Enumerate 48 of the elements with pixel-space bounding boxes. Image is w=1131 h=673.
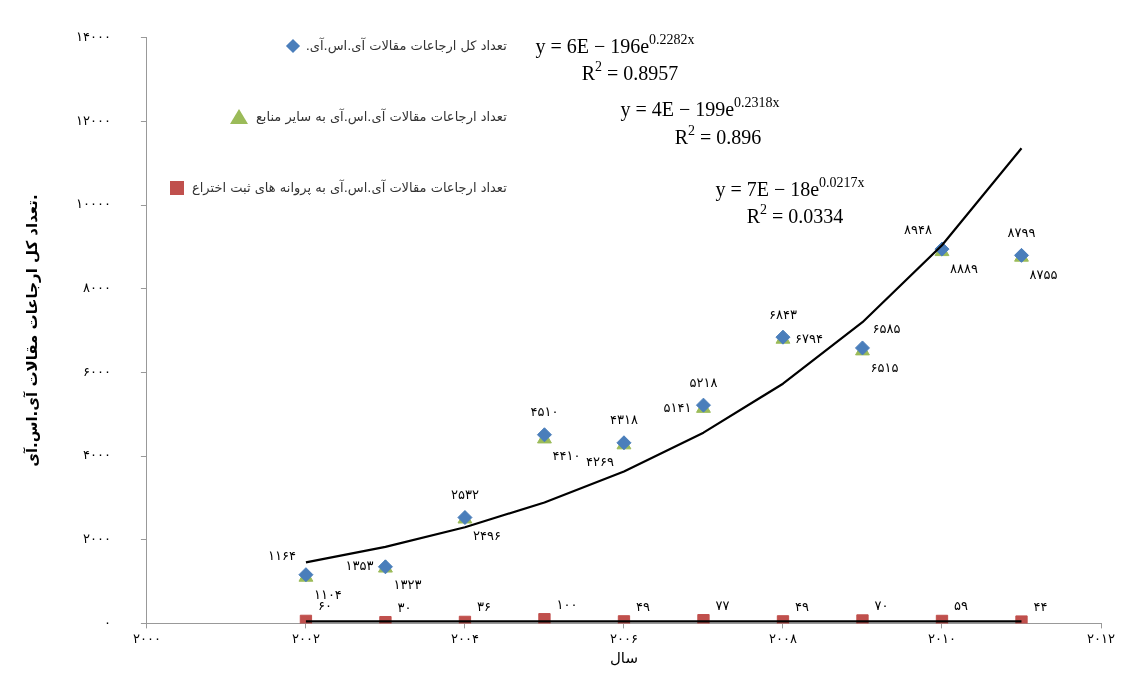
data-label: ۶۸۴۳ xyxy=(769,306,797,322)
data-label: ۴۲۶۹ xyxy=(586,454,614,470)
data-label: ۸۹۴۸ xyxy=(904,222,932,238)
data-label: ۸۸۸۹ xyxy=(949,260,978,276)
data-label: ۲۵۳۲ xyxy=(450,486,479,502)
data-label: ۵۹ xyxy=(953,598,968,614)
data-label: ۶۵۸۵ xyxy=(872,321,901,337)
y-tick-label: ۱۰۰۰۰ xyxy=(75,196,111,212)
data-label: ۳۰ xyxy=(397,599,412,615)
data-label: ۶۷۹۴ xyxy=(794,330,823,346)
x-tick-label: ۲۰۰۲ xyxy=(291,630,320,646)
y-tick-label: ۶۰۰۰ xyxy=(82,363,111,379)
data-label: ۴۳۱۸ xyxy=(609,412,638,428)
x-tick-label: ۲۰۱۲ xyxy=(1087,630,1115,646)
x-axis-title: سال xyxy=(609,648,638,667)
y-axis-title: تعداد کل ارجاعات مقالات آی.اس.آی. xyxy=(22,194,41,467)
data-label: ۵۲۱۸ xyxy=(689,374,718,390)
x-tick-label: ۲۰۰۴ xyxy=(450,630,479,646)
data-label: ۱۳۵۳ xyxy=(345,558,374,574)
data-label: ۸۷۵۵ xyxy=(1029,266,1058,282)
data-label: ۴۵۱۰ xyxy=(530,404,559,420)
data-label: ۳۶ xyxy=(476,599,491,615)
x-tick-label: ۲۰۰۸ xyxy=(769,630,797,646)
x-tick-label: ۲۰۱۰ xyxy=(928,630,956,646)
x-tick-label: ۲۰۰۰ xyxy=(132,630,161,646)
legend-label: تعداد ارجاعات مقالات آی.اس.آی به سایر منابع xyxy=(255,109,507,124)
data-label: ۱۳۲۳ xyxy=(393,577,422,593)
data-label: ۱۱۶۴ xyxy=(267,548,296,564)
y-tick-label: ۴۰۰۰ xyxy=(82,447,111,463)
legend-label: تعداد کل ارجاعات مقالات آی.اس.آی. xyxy=(305,38,507,53)
y-tick-label: ۱۲۰۰۰ xyxy=(75,112,111,128)
legend-label: تعداد ارجاعات مقالات آی.اس.آی به پروانه های ثبت اختراع xyxy=(192,180,507,195)
data-label: ۴۹ xyxy=(794,598,809,614)
y-tick-label: ۲۰۰۰ xyxy=(82,531,111,547)
x-tick-label: ۲۰۰۶ xyxy=(609,630,638,646)
data-label: ۴۹ xyxy=(635,598,650,614)
data-label: ۸۷۹۹ xyxy=(1007,224,1036,240)
data-label: ۷۰ xyxy=(874,597,889,613)
data-label: ۶۵۱۵ xyxy=(870,360,899,376)
data-label: ۱۰۰ xyxy=(556,596,578,612)
data-label: ۴۴ xyxy=(1033,598,1048,614)
data-label: ۵۱۴۱ xyxy=(663,399,692,415)
data-label: ۷۷ xyxy=(715,597,730,613)
data-label: ۲۴۹۶ xyxy=(472,528,501,544)
data-label: ۴۴۱۰ xyxy=(552,448,581,464)
y-tick-label: ۰ xyxy=(103,614,111,630)
y-tick-label: ۱۴۰۰۰ xyxy=(75,29,111,45)
y-tick-label: ۸۰۰۰ xyxy=(82,280,111,296)
